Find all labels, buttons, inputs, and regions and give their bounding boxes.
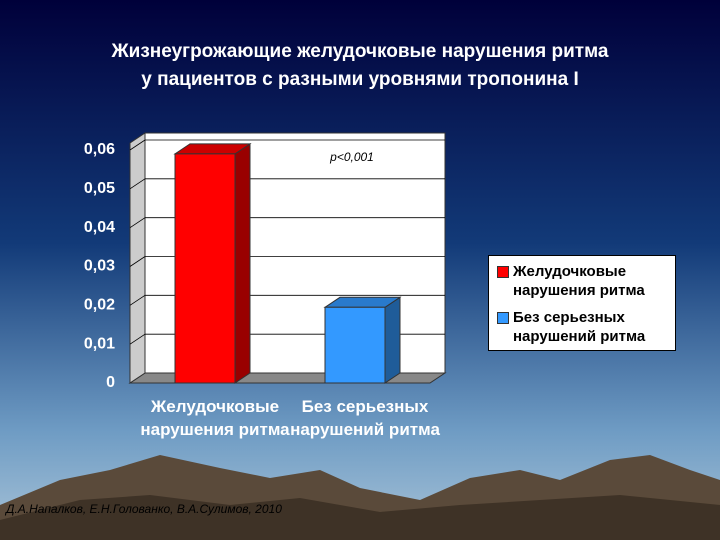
mountains-front: [0, 495, 720, 540]
y-tick-label: 0: [106, 374, 115, 391]
grid-line: [129, 256, 146, 267]
grid-line: [129, 178, 146, 190]
chart-title: Жизнеугрожающие желудочковые нарушения р…: [111, 41, 609, 62]
grid-line: [129, 139, 146, 151]
legend: Желудочковые нарушения ритма Без серьезны…: [488, 255, 676, 351]
y-tick-label: 0,06: [84, 141, 115, 158]
legend-swatch: [497, 312, 509, 324]
grid-line: [129, 295, 146, 306]
y-tick-label: 0,02: [84, 297, 115, 314]
source: Д.А.Напалков, Е.Н.Голованко, В.А.Сулимов…: [4, 502, 282, 516]
y-tick-label: 0,05: [84, 180, 115, 197]
bar: [174, 153, 236, 384]
chart-title: у пациентов с разными уровнями тропонина…: [141, 69, 578, 90]
legend-item: Желудочковые нарушения ритма: [497, 262, 673, 300]
bar: [324, 306, 386, 384]
bar-side: [234, 142, 251, 384]
bar-side: [384, 296, 401, 384]
grid-line: [129, 333, 146, 345]
x-tick-label: Желудочковые нарушения ритма: [140, 397, 290, 439]
y-tick-label: 0,01: [84, 335, 115, 352]
y-tick-label: 0,03: [84, 258, 115, 275]
x-tick-label: Без серьезных нарушений ритма: [290, 397, 440, 439]
y-tick-label: 0,04: [84, 219, 115, 236]
grid-line: [129, 217, 146, 228]
legend-swatch: [497, 266, 509, 278]
annotation: p<0,001: [329, 150, 374, 164]
plot-side-wall: [129, 132, 146, 384]
legend-item: Без серьезных нарушений ритма: [497, 308, 673, 346]
